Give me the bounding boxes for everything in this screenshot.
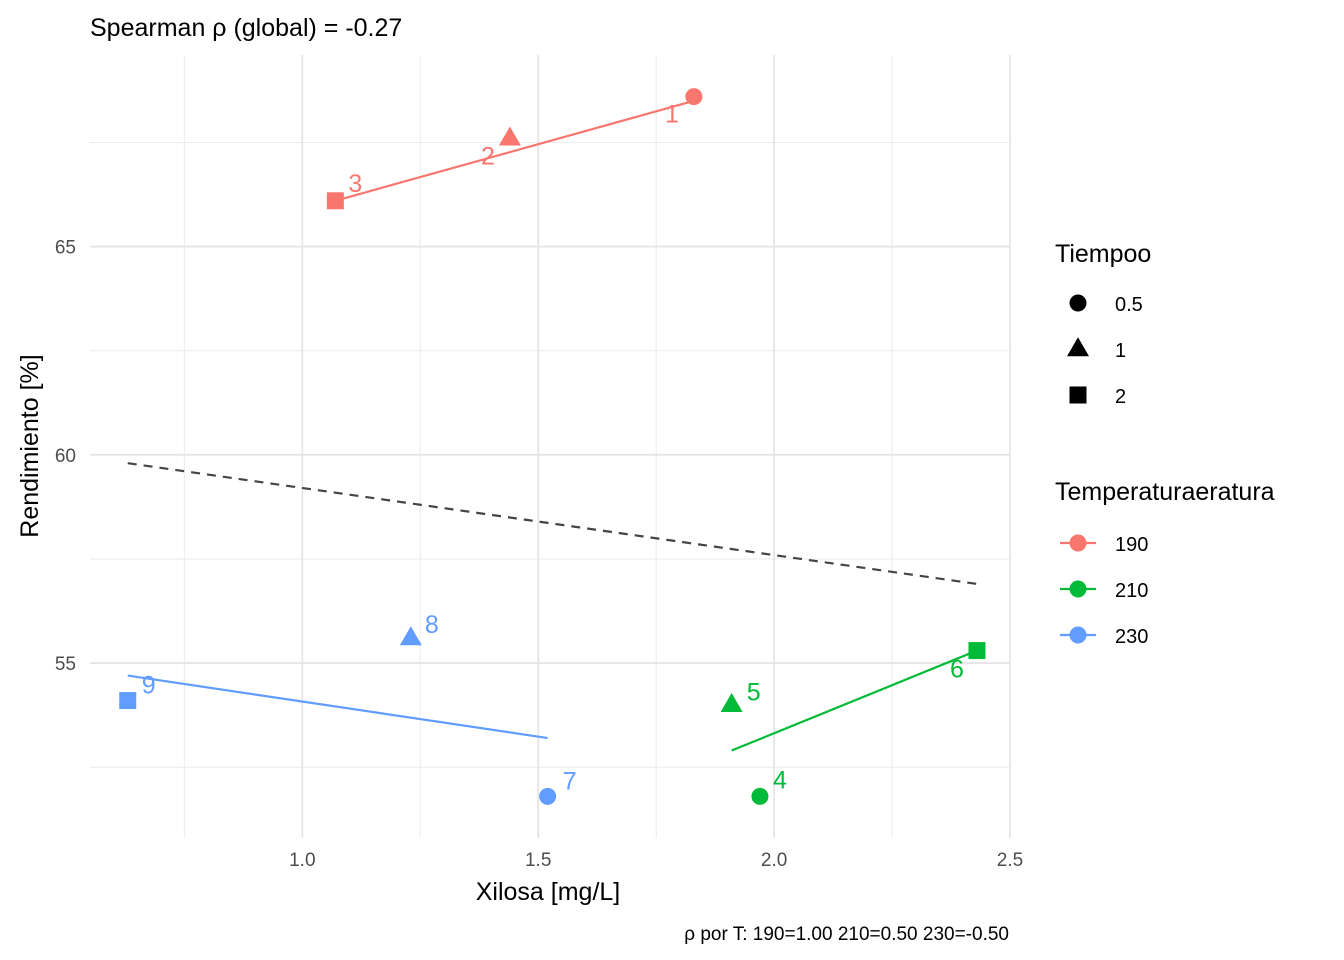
point-label: 5 (747, 679, 761, 707)
legend-shape: Tiempoo 0.5 1 2 (1055, 240, 1151, 408)
point-label: 2 (481, 142, 495, 170)
chart-title: Spearman ρ (global) = -0.27 (90, 14, 402, 42)
legend-shape-label: 2 (1115, 386, 1126, 408)
legend-color-label: 210 (1115, 580, 1148, 602)
point-label: 6 (950, 656, 964, 684)
data-point (685, 88, 703, 106)
grid-major (90, 55, 1011, 838)
chart-caption: ρ por T: 190=1.00 210=0.50 230=-0.50 (684, 924, 1009, 945)
fit-line-190 (335, 99, 695, 202)
x-tick-label: 1.0 (289, 850, 315, 871)
data-point (751, 787, 769, 805)
x-axis-label: Xilosa [mg/L] (476, 878, 621, 906)
data-point (498, 126, 521, 146)
legend-key-circle (1069, 294, 1087, 312)
fit-line-230 (127, 674, 548, 740)
legend-color-dot (1069, 580, 1087, 598)
point-label: 4 (773, 766, 787, 794)
y-axis-label: Rendimiento [%] (16, 354, 44, 537)
point-label: 9 (142, 672, 156, 700)
x-axis-ticks: 1.0 1.5 2.0 2.5 (289, 850, 1023, 871)
legend-shape-title: Tiempoo (1055, 240, 1151, 268)
x-tick-label: 2.0 (761, 850, 787, 871)
data-points (119, 88, 986, 805)
legend-shape-label: 0.5 (1115, 294, 1143, 316)
point-label: 7 (563, 767, 577, 795)
legend-color-dot (1069, 534, 1087, 552)
data-point (968, 642, 986, 660)
fit-lines (127, 99, 978, 752)
point-labels: 1 2 3 4 5 6 7 8 9 (142, 101, 964, 796)
data-point (326, 192, 344, 210)
data-point (720, 692, 743, 712)
legend-key-square (1069, 386, 1087, 404)
legend-color-label: 230 (1115, 626, 1148, 648)
x-tick-label: 2.5 (997, 850, 1023, 871)
legend-color-dot (1069, 626, 1087, 644)
grid-minor (90, 55, 1010, 838)
legend-key-triangle (1067, 337, 1089, 357)
legend-color-label: 190 (1115, 534, 1148, 556)
legend-shape-label: 1 (1115, 340, 1126, 362)
data-point (399, 626, 422, 646)
y-tick-label: 65 (55, 238, 76, 259)
data-point (539, 787, 557, 805)
legend-color-title: Temperaturaeratura (1055, 478, 1275, 506)
y-axis-ticks: 55 60 65 (55, 238, 76, 675)
x-tick-label: 1.5 (525, 850, 551, 871)
data-point (119, 692, 137, 710)
point-label: 3 (348, 170, 362, 198)
legend-color: Temperaturaeratura 190 210 230 (1055, 478, 1275, 648)
point-label: 1 (665, 101, 679, 129)
y-tick-label: 60 (55, 446, 76, 467)
fit-line-210 (731, 649, 978, 752)
y-tick-label: 55 (55, 654, 76, 675)
point-label: 8 (425, 611, 439, 639)
